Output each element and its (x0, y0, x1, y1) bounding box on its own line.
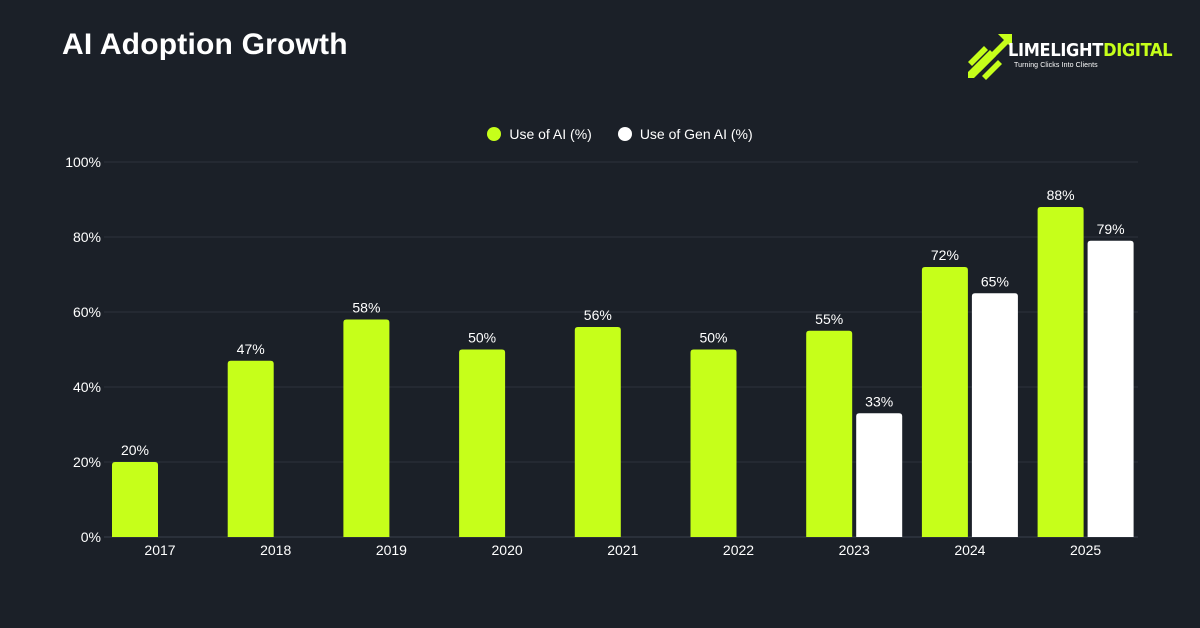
x-tick-label: 2021 (607, 542, 638, 558)
legend-item-gen-ai: Use of Gen AI (%) (617, 126, 753, 142)
data-label-ai: 50% (468, 330, 496, 346)
y-tick-label: 40% (73, 379, 101, 395)
legend-label-gen-ai: Use of Gen AI (%) (639, 126, 753, 142)
data-label-gen-ai: 33% (865, 393, 893, 409)
rocket-arrows-icon (968, 34, 1012, 80)
x-tick-label: 2017 (144, 542, 175, 558)
bar-ai (459, 349, 506, 537)
brand-name-part2: DIGITAL (1103, 40, 1173, 61)
y-tick-label: 100% (65, 154, 101, 170)
data-label-ai: 50% (699, 330, 727, 346)
x-tick-label: 2025 (1070, 542, 1101, 558)
legend-item-ai: Use of AI (%) (487, 126, 592, 142)
brand-tagline: Turning Clicks Into Clients (1014, 62, 1098, 69)
data-label-ai: 56% (584, 307, 612, 323)
bar-ai (690, 349, 737, 537)
data-label-ai: 88% (1047, 187, 1075, 203)
legend-swatch-ai (487, 127, 502, 141)
brand-name: LIMELIGHTDIGITAL (1008, 40, 1173, 61)
legend-swatch-gen-ai (617, 127, 632, 141)
bar-gen-ai (1087, 240, 1134, 537)
bar-ai (343, 319, 390, 537)
bar-ai (921, 267, 968, 537)
data-label-ai: 55% (815, 311, 843, 327)
y-tick-label: 60% (73, 304, 101, 320)
page-title: AI Adoption Growth (62, 28, 348, 61)
brand-logo: LIMELIGHTDIGITAL Turning Clicks Into Cli… (968, 32, 1173, 80)
bar-ai (806, 330, 853, 537)
x-tick-label: 2024 (954, 542, 985, 558)
data-label-ai: 72% (931, 247, 959, 263)
bar-ai (227, 360, 274, 537)
bar-ai (112, 462, 158, 537)
y-tick-label: 80% (73, 229, 101, 245)
brand-name-part1: LIMELIGHT (1008, 40, 1104, 61)
data-label-gen-ai: 65% (981, 273, 1009, 289)
legend-label-ai: Use of AI (%) (509, 126, 592, 142)
bar-ai (574, 327, 621, 537)
y-tick-label: 0% (81, 529, 101, 545)
bar-ai (1037, 207, 1084, 537)
x-tick-label: 2022 (723, 542, 754, 558)
bar-gen-ai (856, 413, 903, 537)
x-tick-label: 2023 (839, 542, 870, 558)
x-tick-label: 2020 (492, 542, 523, 558)
data-label-ai: 47% (237, 341, 265, 357)
data-label-gen-ai: 79% (1097, 221, 1125, 237)
x-tick-label: 2018 (260, 542, 291, 558)
chart-legend: Use of AI (%) Use of Gen AI (%) (0, 126, 1200, 142)
bar-gen-ai (971, 293, 1018, 537)
x-tick-label: 2019 (376, 542, 407, 558)
data-label-ai: 20% (121, 442, 149, 458)
y-tick-label: 20% (73, 454, 101, 470)
data-label-ai: 58% (352, 300, 380, 316)
